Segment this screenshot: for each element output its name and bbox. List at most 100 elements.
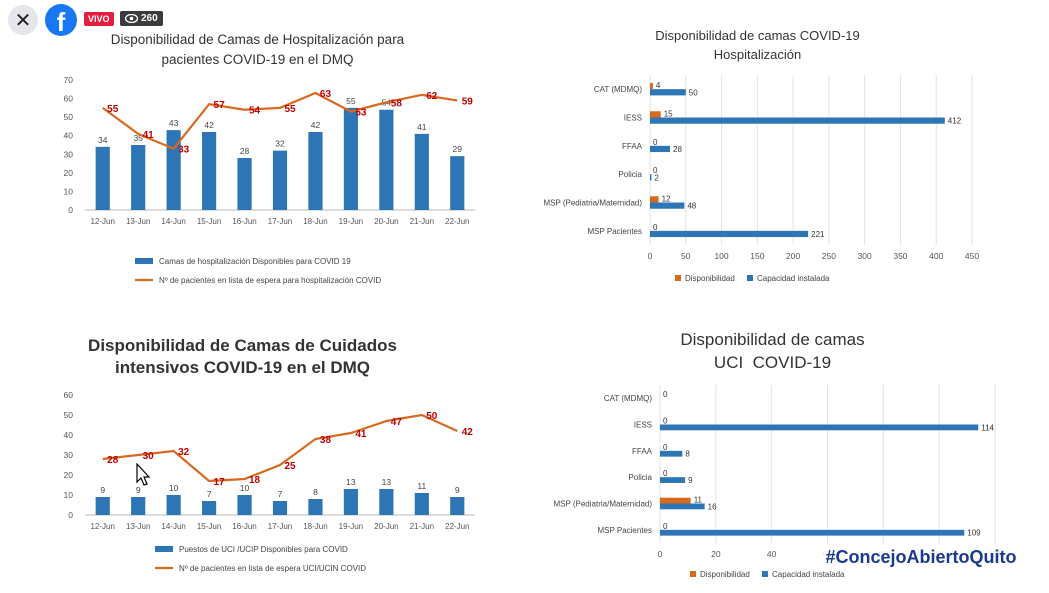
- x-tick-label: 350: [893, 251, 907, 261]
- line-value-label: 38: [320, 435, 332, 446]
- bar-12-Jun: [95, 497, 110, 515]
- bar-19-Jun: [343, 489, 358, 515]
- chart2-title-line2: Hospitalización: [713, 47, 802, 62]
- bar-capacidad: [650, 145, 671, 153]
- line-value-label: 25: [284, 461, 296, 472]
- bar-capacidad: [650, 202, 685, 209]
- legend-label-line: Nº de pacientes en lista de espera para …: [159, 276, 381, 285]
- line-value-label: 58: [391, 98, 403, 109]
- x-tick-label: 22-Jun: [445, 217, 469, 226]
- capacidad-value-label: 48: [687, 202, 696, 211]
- bar-value-label: 13: [346, 477, 356, 487]
- y-tick-label: 40: [64, 131, 74, 141]
- legend-swatch-capacidad: [747, 275, 753, 281]
- bar-capacidad: [660, 424, 979, 431]
- close-button[interactable]: ✕: [8, 5, 38, 35]
- x-tick-label: 17-Jun: [268, 522, 292, 531]
- bar-disponibilidad: [650, 82, 653, 90]
- chart4-title: Disponibilidad de camas UCI COVID-19: [635, 328, 910, 374]
- capacidad-value-label: 28: [673, 145, 682, 154]
- bar-value-label: 7: [278, 489, 283, 499]
- x-tick-label: 450: [965, 251, 979, 261]
- disponibilidad-value-label: 4: [656, 81, 661, 90]
- legend-label-disponibilidad: Disponibilidad: [685, 274, 735, 283]
- bar-value-label: 10: [240, 483, 250, 493]
- line-value-label: 42: [462, 427, 474, 438]
- legend-swatch-bar: [135, 258, 153, 264]
- bar-value-label: 9: [455, 485, 460, 495]
- x-tick-label: 22-Jun: [445, 522, 469, 531]
- y-tick-label: 30: [64, 450, 74, 460]
- category-label: MSP (Pediatria/Maternidad): [543, 199, 642, 208]
- bar-20-Jun: [379, 109, 394, 210]
- line-value-label: 47: [391, 417, 403, 428]
- chart1-title-line2: pacientes COVID-19 en el DMQ: [161, 52, 354, 67]
- y-tick-label: 0: [68, 510, 73, 520]
- eye-icon: [125, 14, 138, 23]
- y-tick-label: 20: [64, 168, 74, 178]
- bar-17-Jun: [272, 501, 288, 515]
- line-value-label: 63: [320, 89, 332, 100]
- x-tick-label: 14-Jun: [161, 217, 185, 226]
- category-label: IESS: [634, 421, 652, 430]
- hospitalization-combo-chart: 0 10 20 30 40 50 60 70 34 35 43 42 28 32 42 55 54 41 29 55 4…: [64, 75, 475, 285]
- bar-value-label: 32: [275, 139, 285, 149]
- capacidad-value-label: 114: [981, 423, 994, 432]
- bar-18-Jun: [308, 132, 323, 210]
- bar-value-label: 35: [133, 133, 143, 143]
- line-value-label: 57: [214, 100, 226, 111]
- x-tick-label: 0: [648, 251, 653, 261]
- bar-22-Jun: [450, 156, 465, 210]
- hashtag-banner: #ConcejoAbiertoQuito: [793, 543, 1049, 571]
- x-tick-label: 16-Jun: [232, 522, 256, 531]
- bar-22-Jun: [450, 497, 465, 515]
- close-icon: ✕: [14, 8, 32, 32]
- line-value-label: 41: [143, 130, 155, 141]
- bar-19-Jun: [343, 107, 358, 210]
- legend-label-capacidad: Capacidad instalada: [757, 274, 830, 283]
- x-tick-label: 17-Jun: [268, 217, 292, 226]
- line-value-label: 33: [178, 145, 190, 156]
- line-value-label: 50: [426, 411, 438, 422]
- category-label: FFAA: [632, 447, 653, 456]
- viewer-count-badge: 260: [120, 11, 163, 26]
- disponibilidad-value-label: 0: [663, 417, 668, 426]
- disponibilidad-value-label: 12: [662, 195, 671, 204]
- mouse-cursor-icon: [136, 463, 151, 486]
- bar-value-label: 43: [169, 118, 179, 128]
- facebook-logo-icon[interactable]: f: [45, 4, 77, 36]
- line-value-label: 55: [284, 104, 296, 115]
- chart3-title-line1: Disponibilidad de Camas de Cuidados: [88, 336, 397, 355]
- line-value-label: 41: [355, 429, 367, 440]
- bar-value-label: 9: [100, 485, 105, 495]
- legend-label-bar: Camas de hospitalización Disponibles par…: [159, 257, 351, 266]
- chart3-title-line2: intensivos COVID-19 en el DMQ: [114, 358, 371, 377]
- video-topbar: ✕ f VIVO 260: [0, 0, 1049, 40]
- legend-swatch-capacidad: [762, 571, 768, 577]
- bar-value-label: 29: [453, 144, 463, 154]
- disponibilidad-value-label: 0: [663, 443, 668, 452]
- waitlist-series-line: [102, 413, 458, 483]
- x-tick-label: 19-Jun: [339, 522, 363, 531]
- y-tick-label: 30: [64, 149, 74, 159]
- viewer-count: 260: [141, 13, 158, 24]
- bar-capacidad: [650, 174, 652, 181]
- bar-15-Jun: [202, 132, 217, 210]
- disponibilidad-value-label: 0: [653, 138, 658, 147]
- x-tick-label: 20-Jun: [374, 217, 398, 226]
- legend-label-capacidad: Capacidad instalada: [772, 570, 845, 579]
- line-value-label: 53: [355, 108, 367, 119]
- capacidad-value-label: 50: [689, 88, 698, 97]
- bar-21-Jun: [414, 133, 429, 210]
- bar-disponibilidad: [650, 111, 661, 118]
- disponibilidad-value-label: 0: [663, 390, 668, 399]
- bar-value-label: 42: [204, 120, 214, 130]
- category-label: IESS: [624, 114, 642, 123]
- bar-21-Jun: [414, 493, 429, 515]
- bar-value-label: 8: [313, 487, 318, 497]
- bar-capacidad: [660, 503, 705, 510]
- capacidad-value-label: 2: [654, 173, 659, 182]
- legend-label-disponibilidad: Disponibilidad: [700, 570, 750, 579]
- x-tick-label: 21-Jun: [410, 522, 434, 531]
- bar-value-label: 42: [311, 120, 321, 130]
